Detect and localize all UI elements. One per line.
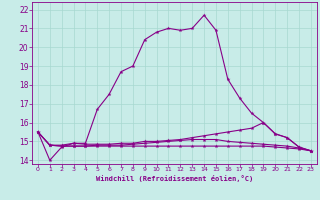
X-axis label: Windchill (Refroidissement éolien,°C): Windchill (Refroidissement éolien,°C) xyxy=(96,175,253,182)
